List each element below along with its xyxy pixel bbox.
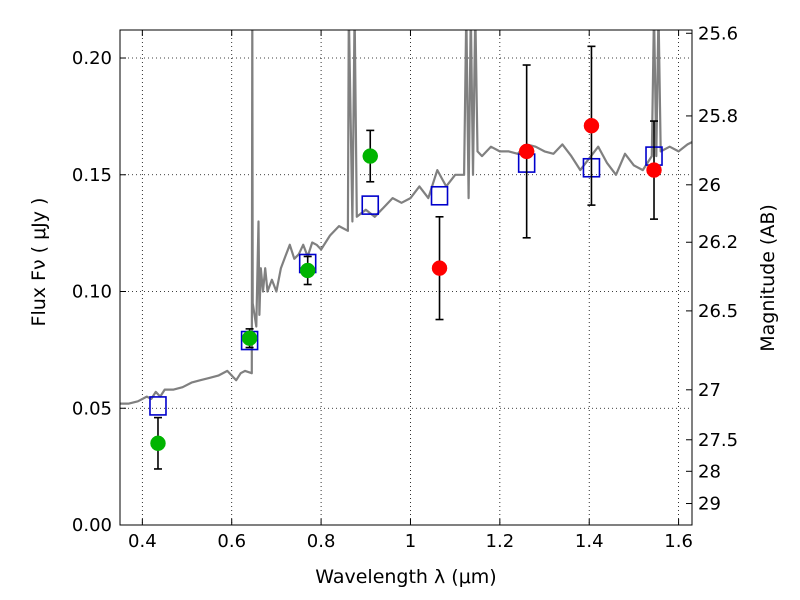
y-tick-label: 0.20 (72, 48, 112, 69)
x-tick-label: 1.2 (486, 531, 515, 552)
y-tick-label: 0.05 (72, 398, 112, 419)
y-tick-label: 0.10 (72, 282, 112, 303)
right-tick-label: 27.5 (698, 430, 738, 451)
x-tick-label: 0.8 (307, 531, 336, 552)
observed-flux-point (299, 262, 316, 279)
plot-frame (119, 29, 693, 526)
marker-layer (149, 45, 663, 470)
right-tick-label: 25.8 (698, 106, 738, 127)
x-tick-label: 1.6 (664, 531, 693, 552)
right-tick-label: 26.5 (698, 301, 738, 322)
x-tick-label: 1.4 (575, 531, 604, 552)
observed-flux-point (150, 435, 166, 452)
model-flux-square (430, 185, 449, 206)
axis-ticks: 0.4 0.6 0.8 1 1.2 1.4 1.6 0.00 0.05 0.10 0.15 0.20 2… (72, 23, 738, 552)
y-tick-label: 0.00 (72, 515, 112, 536)
x-axis-title: Wavelength λ (μm) (315, 566, 496, 588)
observed-flux-point (241, 330, 258, 346)
model-flux-square (361, 195, 380, 215)
right-tick-label: 29 (698, 494, 721, 515)
x-tick-label: 0.6 (217, 531, 246, 552)
right-tick-label: 25.6 (698, 23, 738, 44)
right-tick-label: 26 (698, 175, 721, 196)
y-axis-title: Flux Fν ( μJy ) (28, 198, 50, 327)
x-tick-label: 0.4 (128, 531, 157, 552)
plot-area (120, 30, 692, 405)
x-tick-label: 1 (405, 531, 416, 552)
right-axis-title: Magnitude (AB) (757, 204, 779, 352)
model-spectrum-line (120, 30, 692, 405)
observed-flux-point (583, 117, 600, 134)
right-tick-label: 27 (698, 380, 721, 401)
observed-flux-point (646, 162, 662, 178)
observed-flux-point (431, 260, 448, 276)
right-tick-label: 26.2 (698, 232, 738, 253)
observed-flux-point (518, 143, 535, 160)
y-tick-label: 0.15 (72, 165, 112, 186)
right-tick-label: 28 (698, 461, 721, 482)
model-flux-square (149, 396, 167, 416)
observed-flux-point (362, 148, 378, 164)
grid-lines (120, 30, 692, 526)
